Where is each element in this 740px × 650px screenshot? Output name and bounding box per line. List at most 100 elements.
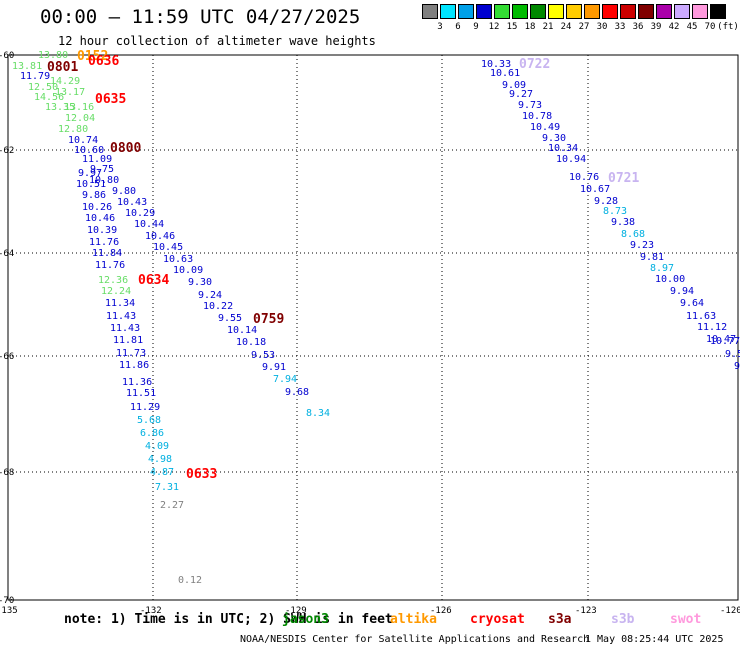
lon-tick-label: -135 <box>0 606 18 616</box>
wave-height-label: 9.09 <box>502 80 526 91</box>
lon-tick-label: -123 <box>575 606 597 616</box>
wave-height-label: 11.51 <box>126 388 156 399</box>
pass-time-label: 0801 <box>47 60 78 75</box>
wave-height-label: 9.30 <box>542 133 566 144</box>
plot-frame <box>7 54 739 601</box>
wave-height-label: 9.23 <box>630 240 654 251</box>
pass-time-label: 0633 <box>186 467 217 482</box>
wave-height-label: 10.34 <box>548 143 578 154</box>
wave-height-label: 9.73 <box>518 100 542 111</box>
wave-height-label: 9.81 <box>640 252 664 263</box>
scale-swatch <box>710 4 726 19</box>
lon-tick-label: -129 <box>285 606 307 616</box>
scale-label: 12 <box>488 22 500 32</box>
wave-height-label: 12.50 <box>28 82 58 93</box>
wave-height-label: 8.73 <box>603 206 627 217</box>
wave-height-label: 9.75 <box>90 164 114 175</box>
wave-height-label: 9.64 <box>680 298 704 309</box>
wave-height-label: 2.27 <box>160 500 184 511</box>
wave-height-label: 8.97 <box>650 263 674 274</box>
scale-swatch <box>674 4 690 19</box>
pass-time-label: 0634 <box>138 273 169 288</box>
scale-label: 70 <box>704 22 716 32</box>
wave-height-label: 8.68 <box>621 229 645 240</box>
wave-height-label: 11.36 <box>122 377 152 388</box>
scale-swatch <box>422 4 438 19</box>
wave-height-label: 10.44 <box>134 219 164 230</box>
wave-height-label: 10.45 <box>153 242 183 253</box>
scale-label: 39 <box>650 22 662 32</box>
scale-swatch <box>638 4 654 19</box>
wave-height-label: 13.81 <box>12 61 42 72</box>
wave-height-label: 10.47 <box>706 334 736 345</box>
wave-height-label: 5.68 <box>137 415 161 426</box>
wave-height-label: 10.46 <box>145 231 175 242</box>
wave-height-label: 7.94 <box>273 374 297 385</box>
wave-height-label: 11.76 <box>95 260 125 271</box>
wave-height-label: 11.12 <box>697 322 727 333</box>
wave-height-label: 11.84 <box>92 248 122 259</box>
wave-height-label: 10.26 <box>82 202 112 213</box>
pass-time-label: 0635 <box>95 92 126 107</box>
credit-text: NOAA/NESDIS Center for Satellite Applica… <box>240 634 590 645</box>
wave-height-label: 10.33 <box>481 59 511 70</box>
map-title: 00:00 – 11:59 UTC 04/27/2025 <box>40 6 361 28</box>
wave-height-label: 4.87 <box>150 467 174 478</box>
wave-height-label: 11.09 <box>82 154 112 165</box>
wave-height-label: 9 <box>734 361 740 372</box>
wave-height-label: 8.34 <box>306 408 330 419</box>
scale-swatch <box>494 4 510 19</box>
wave-height-label: 14.56 <box>34 92 64 103</box>
scale-label: 30 <box>596 22 608 32</box>
wave-height-label: 10.67 <box>580 184 610 195</box>
lat-tick-label: -70 <box>0 596 14 606</box>
wave-height-label: 12.04 <box>65 113 95 124</box>
pass-time-label: 0636 <box>88 54 119 69</box>
scale-label: 15 <box>506 22 518 32</box>
wave-height-label: 10.76 <box>569 172 599 183</box>
wave-height-label: 13.17 <box>55 87 85 98</box>
wave-height-label: 11.76 <box>89 237 119 248</box>
wave-height-label: 11.86 <box>119 360 149 371</box>
wave-height-label: 10.80 <box>89 175 119 186</box>
wave-height-label: 10.22 <box>203 301 233 312</box>
wave-height-label: 10.09 <box>173 265 203 276</box>
pass-time-label: 0722 <box>519 57 550 72</box>
wave-height-label: 10.77 <box>710 336 740 347</box>
scale-label: 45 <box>686 22 698 32</box>
wave-height-label: 9.5 <box>725 349 740 360</box>
scale-swatch <box>656 4 672 19</box>
scale-unit: (ft) <box>717 22 739 32</box>
wave-height-label: 14.29 <box>50 76 80 87</box>
lon-tick-label: -126 <box>430 606 452 616</box>
scale-swatch <box>584 4 600 19</box>
wave-height-label: 11.81 <box>113 335 143 346</box>
wave-height-label: 10.49 <box>530 122 560 133</box>
lat-tick-label: -60 <box>0 51 14 61</box>
pass-time-label: 0759 <box>253 312 284 327</box>
satellite-legend-jason3: jason3 <box>282 612 329 627</box>
pass-time-label: 0152 <box>77 49 108 64</box>
wave-height-label: 11.29 <box>130 402 160 413</box>
wave-height-label: 10.61 <box>490 68 520 79</box>
wave-height-label: 10.63 <box>163 254 193 265</box>
wave-height-label: 4.09 <box>145 441 169 452</box>
wave-height-label: 10.39 <box>87 225 117 236</box>
scale-swatch <box>692 4 708 19</box>
wave-height-label: 10.94 <box>556 154 586 165</box>
scale-label: 21 <box>542 22 554 32</box>
wave-height-label: 9.28 <box>594 196 618 207</box>
wave-height-label: 4.98 <box>148 454 172 465</box>
wave-height-label: 9.55 <box>218 313 242 324</box>
wave-height-label: 10.14 <box>227 325 257 336</box>
scale-label: 36 <box>632 22 644 32</box>
wave-height-label: 10.60 <box>74 145 104 156</box>
scale-swatch <box>602 4 618 19</box>
lat-tick-label: -62 <box>0 146 14 156</box>
lat-tick-label: -68 <box>0 468 14 478</box>
wave-height-label: 13.80 <box>38 50 68 61</box>
wave-height-label: 9.27 <box>509 89 533 100</box>
wave-height-label: 9.68 <box>285 387 309 398</box>
wave-height-label: 9.38 <box>611 217 635 228</box>
